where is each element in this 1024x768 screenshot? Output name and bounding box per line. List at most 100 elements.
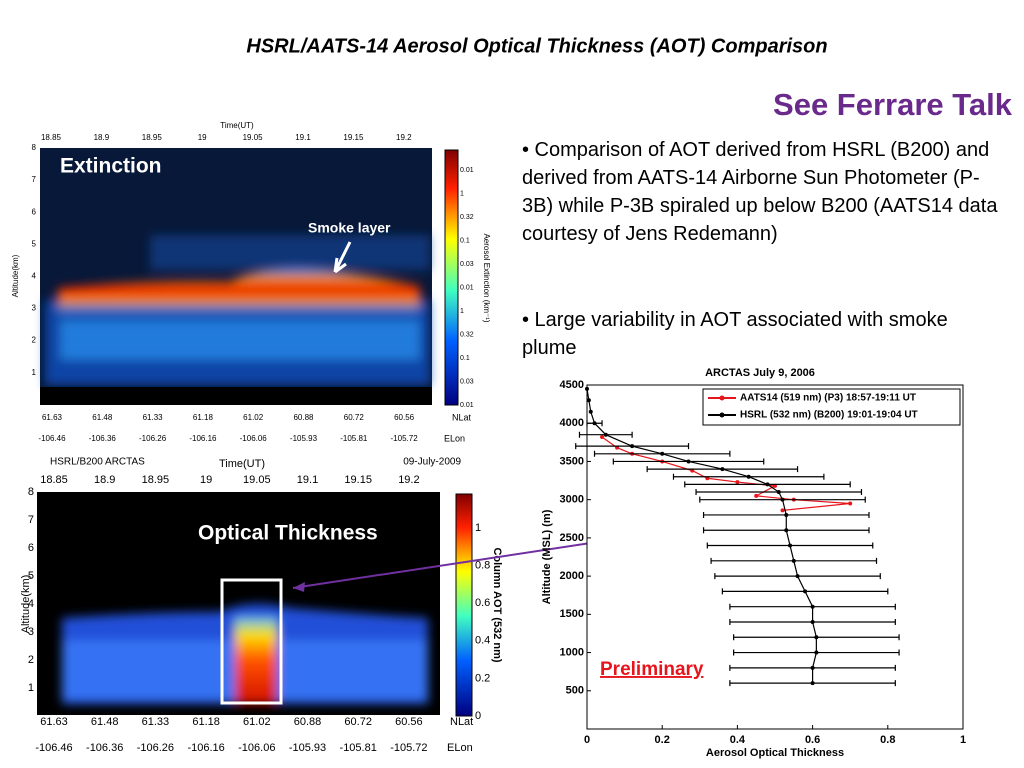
x-axis-label: Aerosol Optical Thickness — [706, 747, 844, 759]
point — [588, 409, 593, 414]
point — [814, 635, 819, 640]
tick-label: 61.02 — [243, 716, 271, 728]
tick-label: 18.9 — [94, 133, 110, 142]
tick-label: 0.01 — [460, 167, 474, 174]
panel-header: HSRL/B200 ARCTAS — [50, 457, 145, 468]
link-arrowhead — [293, 582, 305, 592]
axis-label: NLat — [452, 412, 472, 422]
tick-label: 8 — [32, 143, 37, 152]
tick-label: -106.36 — [86, 742, 123, 754]
point — [603, 432, 608, 437]
tick-label: 0 — [475, 710, 481, 722]
y-tick-label: 3000 — [560, 494, 584, 506]
x-tick-label: 0.4 — [730, 734, 746, 746]
tick-label: 61.63 — [42, 413, 63, 422]
point — [765, 482, 770, 487]
tick-label: 61.18 — [192, 716, 220, 728]
x-tick-label: 0 — [584, 734, 590, 746]
tick-label: 0.8 — [475, 560, 490, 572]
annotation: Preliminary — [600, 659, 704, 680]
tick-label: -106.36 — [89, 434, 117, 443]
tick-label: 0.2 — [475, 672, 490, 684]
axis-label: ELon — [447, 742, 473, 754]
axis-label: Altitude(km) — [11, 254, 20, 297]
tick-label: 60.72 — [344, 413, 365, 422]
point — [791, 558, 796, 563]
tick-label: 18.9 — [94, 474, 115, 486]
point — [660, 451, 665, 456]
x-tick-label: 1 — [960, 734, 966, 746]
point — [810, 665, 815, 670]
tick-label: 1 — [32, 368, 37, 377]
point — [754, 493, 759, 498]
tick-label: 19 — [198, 133, 207, 142]
point — [600, 434, 605, 439]
point — [720, 467, 725, 472]
point — [784, 512, 789, 517]
point — [746, 474, 751, 479]
point — [776, 490, 781, 495]
tick-label: 0.6 — [475, 597, 490, 609]
y-tick-label: 1500 — [560, 608, 584, 620]
tick-label: 8 — [28, 486, 34, 498]
chart-title: ARCTAS July 9, 2006 — [705, 367, 815, 379]
aot-field — [62, 603, 428, 704]
point — [784, 528, 789, 533]
tick-label: 5 — [28, 570, 34, 582]
tick-label: -105.93 — [289, 742, 326, 754]
panel-header: 09-July-2009 — [403, 457, 461, 468]
tick-label: -105.72 — [390, 742, 427, 754]
series-line — [601, 436, 851, 511]
tick-label: 19.05 — [243, 133, 264, 142]
x-tick-label: 0.8 — [880, 734, 895, 746]
subtitle: See Ferrare Talk — [773, 87, 1013, 122]
tick-label: 19.1 — [295, 133, 311, 142]
point — [810, 619, 815, 624]
tick-label: 18.85 — [40, 474, 68, 486]
y-tick-label: 1000 — [560, 646, 584, 658]
point — [592, 421, 597, 426]
point — [586, 398, 591, 403]
tick-label: 0.32 — [460, 214, 474, 221]
colorbar-label: Column AOT (532 nm) — [491, 547, 503, 662]
tick-label: -106.06 — [240, 434, 268, 443]
tick-label: 60.56 — [394, 413, 415, 422]
tick-label: 61.33 — [143, 413, 164, 422]
y-tick-label: 3500 — [560, 455, 584, 467]
tick-label: 1 — [28, 682, 34, 694]
tick-label: 61.48 — [91, 716, 119, 728]
tick-label: 7 — [28, 514, 34, 526]
tick-label: 4 — [28, 598, 34, 610]
y-tick-label: 2500 — [560, 532, 584, 544]
y-tick-label: 4000 — [560, 417, 584, 429]
point — [630, 444, 635, 449]
tick-label: 0.1 — [460, 237, 470, 244]
panel-label: Optical Thickness — [198, 522, 378, 545]
point — [814, 650, 819, 655]
colorbar — [455, 493, 473, 717]
legend-marker — [719, 412, 725, 418]
tick-label: -106.46 — [38, 434, 66, 443]
tick-label: 1 — [460, 308, 464, 315]
bullet: • Comparison of AOT derived from HSRL (B… — [522, 139, 998, 245]
x-tick-label: 0.6 — [805, 734, 820, 746]
slide-title: HSRL/AATS-14 Aerosol Optical Thickness (… — [246, 35, 827, 57]
highlight-box — [220, 578, 283, 705]
y-tick-label: 4500 — [560, 379, 584, 391]
y-tick-label: 500 — [566, 685, 584, 697]
tick-label: 61.48 — [92, 413, 113, 422]
tick-label: 18.95 — [142, 133, 163, 142]
tick-label: 2 — [28, 654, 34, 666]
plot-area — [586, 384, 964, 730]
ground — [40, 387, 432, 405]
tick-label: 7 — [32, 175, 37, 184]
tick-label: 18.85 — [41, 133, 62, 142]
point — [803, 589, 808, 594]
tick-label: 60.88 — [294, 716, 322, 728]
tick-label: 6 — [28, 542, 34, 554]
tick-label: 0.32 — [460, 331, 474, 338]
point — [780, 497, 785, 502]
tick-label: 19.15 — [343, 133, 364, 142]
